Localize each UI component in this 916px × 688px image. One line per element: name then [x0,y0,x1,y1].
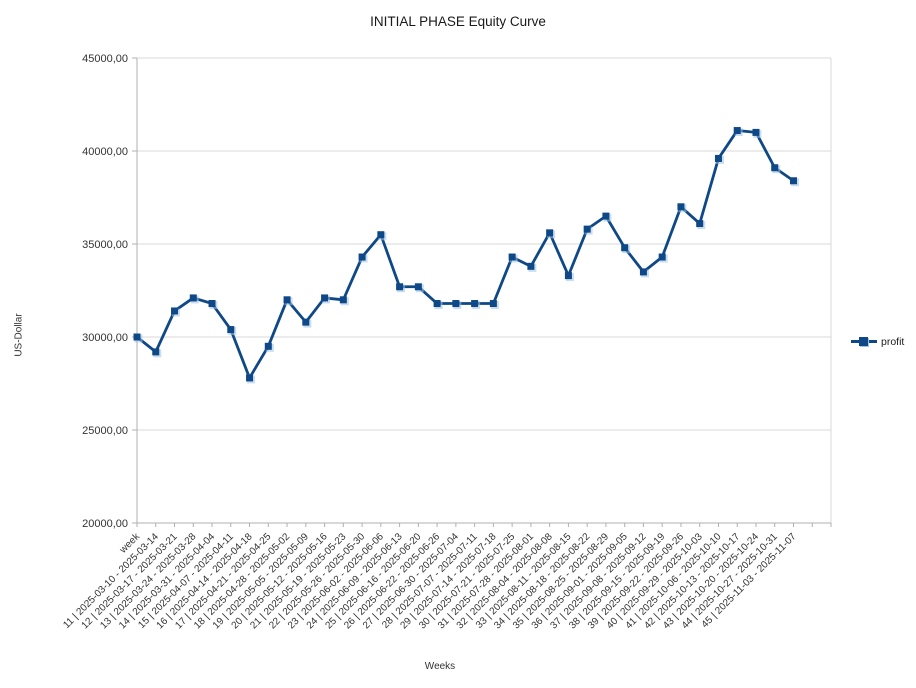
data-point-marker [621,244,629,252]
data-point-marker [227,326,235,334]
data-point-marker [283,296,291,304]
data-point-marker [733,127,741,135]
data-point-marker [133,333,141,341]
legend-square [859,337,868,346]
x-axis-title: Weeks [424,661,456,672]
data-point-marker [546,229,554,237]
y-axis-tick-label: 25000,00 [82,425,128,437]
data-point-marker [246,374,254,382]
y-axis-tick-label: 30000,00 [82,332,128,344]
data-point-marker [358,253,366,261]
data-point-marker [189,294,197,302]
data-point-marker [452,300,460,308]
data-point-marker [377,231,385,239]
data-point-marker [564,272,572,280]
data-point-marker [339,296,347,304]
data-point-marker [583,225,591,233]
y-axis-tick-label: 45000,00 [82,53,128,65]
data-point-marker [414,283,422,291]
data-point-marker [696,220,704,228]
chart-title: INITIAL PHASE Equity Curve [370,14,546,29]
data-point-marker [264,342,272,350]
legend: profit [851,335,904,348]
legend-line-square-marker-icon [851,335,877,348]
data-point-marker [321,294,329,302]
data-point-marker [527,262,535,270]
profit-line [136,129,795,380]
data-point-marker [302,318,310,326]
y-axis-title: US-Dollar [13,313,25,357]
legend-series-label: profit [881,335,905,348]
data-point-marker [208,300,216,308]
data-point-marker [771,164,779,172]
data-point-marker [433,300,441,308]
data-point-marker [789,177,797,185]
y-axis-tick-label: 35000,00 [82,239,128,251]
data-point-marker [508,253,516,261]
data-point-marker [658,253,666,261]
data-point-marker [489,300,497,308]
data-point-marker [602,212,610,220]
data-point-marker [396,283,404,291]
data-point-marker [152,348,160,356]
data-point-marker [471,300,479,308]
data-point-marker [677,203,685,211]
data-point-marker [171,307,179,315]
data-point-marker [752,128,760,136]
data-point-marker [714,154,722,162]
y-axis-tick-label: 40000,00 [82,146,128,158]
data-point-marker [639,268,647,276]
y-axis-tick-label: 20000,00 [82,518,128,530]
